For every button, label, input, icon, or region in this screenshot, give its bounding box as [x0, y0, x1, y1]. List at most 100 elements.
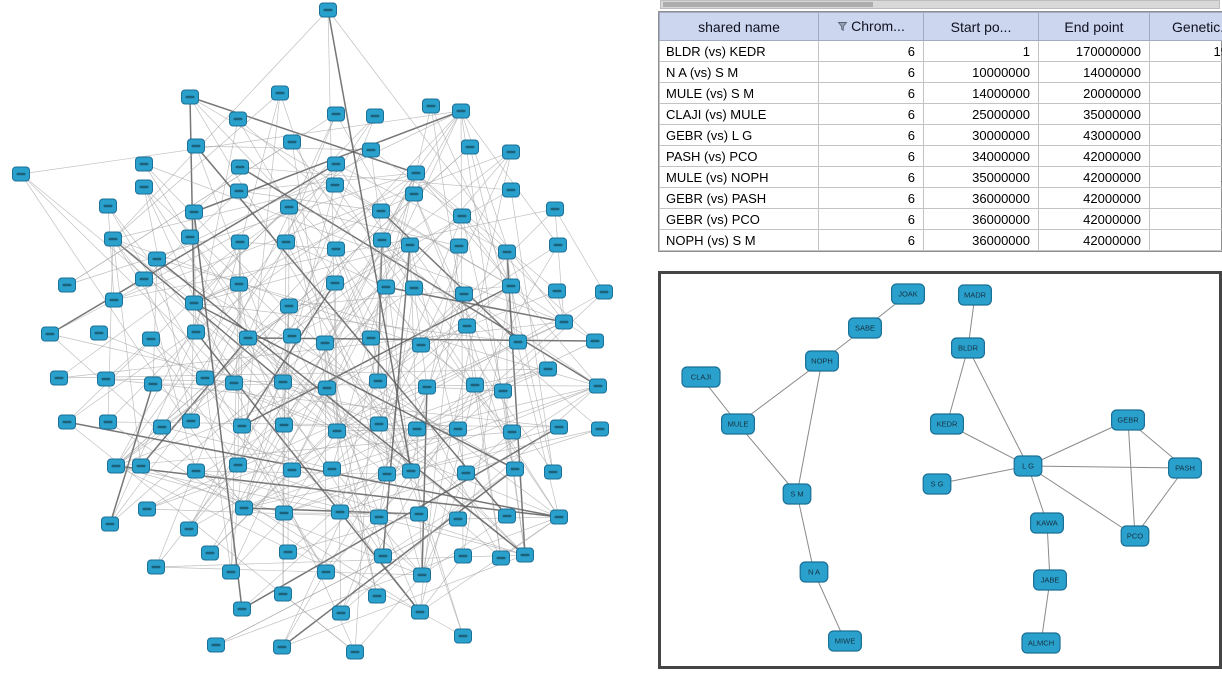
network-node[interactable] — [318, 565, 335, 579]
network-node[interactable] — [275, 375, 292, 389]
network-node[interactable] — [188, 139, 205, 153]
network-node[interactable] — [284, 329, 301, 343]
network-node[interactable] — [459, 319, 476, 333]
network-node[interactable] — [503, 279, 520, 293]
node-lg[interactable]: L G — [1014, 456, 1042, 476]
table-row[interactable]: CLAJI (vs) MULE625000000350000005.9 — [660, 104, 1222, 125]
network-node[interactable] — [59, 415, 76, 429]
network-node[interactable] — [363, 143, 380, 157]
network-node[interactable] — [100, 415, 117, 429]
network-node[interactable] — [154, 420, 171, 434]
network-node[interactable] — [234, 602, 251, 616]
network-node[interactable] — [102, 517, 119, 531]
node-claji[interactable]: CLAJI — [682, 367, 720, 387]
network-node[interactable] — [188, 464, 205, 478]
table-row[interactable]: GEBR (vs) PCO636000000420000008.4 — [660, 209, 1222, 230]
network-node[interactable] — [413, 338, 430, 352]
network-node[interactable] — [231, 277, 248, 291]
network-node[interactable] — [226, 376, 243, 390]
network-node[interactable] — [375, 549, 392, 563]
network-node[interactable] — [105, 232, 122, 246]
network-node[interactable] — [503, 145, 520, 159]
network-node[interactable] — [274, 640, 291, 654]
network-node[interactable] — [139, 502, 156, 516]
network-node[interactable] — [278, 235, 295, 249]
node-joak[interactable]: JOAK — [892, 284, 925, 304]
network-node[interactable] — [148, 560, 165, 574]
network-node[interactable] — [108, 459, 125, 473]
network-node[interactable] — [136, 180, 153, 194]
network-node[interactable] — [232, 160, 249, 174]
network-node[interactable] — [587, 334, 604, 348]
scrollbar-thumb[interactable] — [663, 2, 873, 7]
network-node[interactable] — [547, 202, 564, 216]
filter-icon[interactable] — [837, 19, 848, 35]
network-node[interactable] — [145, 377, 162, 391]
network-node[interactable] — [240, 331, 257, 345]
network-node[interactable] — [106, 293, 123, 307]
network-node[interactable] — [231, 184, 248, 198]
node-almch[interactable]: ALMCH — [1022, 633, 1060, 653]
table-row[interactable]: GEBR (vs) PASH636000000420000008.9 — [660, 188, 1222, 209]
node-miwe[interactable]: MIWE — [829, 631, 862, 651]
table-row[interactable]: PASH (vs) PCO6340000004200000011.4 — [660, 146, 1222, 167]
network-node[interactable] — [550, 238, 567, 252]
network-node[interactable] — [232, 235, 249, 249]
table-row[interactable]: GEBR (vs) L G6300000004300000016.9 — [660, 125, 1222, 146]
network-node[interactable] — [378, 280, 395, 294]
network-node[interactable] — [408, 166, 425, 180]
network-node[interactable] — [406, 281, 423, 295]
network-node[interactable] — [409, 422, 426, 436]
network-node[interactable] — [234, 419, 251, 433]
network-node[interactable] — [373, 204, 390, 218]
network-node[interactable] — [455, 549, 472, 563]
network-node[interactable] — [236, 501, 253, 515]
network-node[interactable] — [462, 140, 479, 154]
node-mule[interactable]: MULE — [722, 414, 755, 434]
network-node[interactable] — [379, 467, 396, 481]
horizontal-scrollbar[interactable] — [660, 0, 1220, 9]
network-node[interactable] — [317, 336, 334, 350]
network-node[interactable] — [276, 506, 293, 520]
network-node[interactable] — [493, 551, 510, 565]
network-node[interactable] — [182, 90, 199, 104]
network-node[interactable] — [281, 299, 298, 313]
column-header-shared-name[interactable]: shared name — [660, 13, 819, 41]
node-noph[interactable]: NOPH — [806, 351, 839, 371]
network-node[interactable] — [100, 199, 117, 213]
network-node[interactable] — [188, 325, 205, 339]
network-node[interactable] — [327, 178, 344, 192]
network-node[interactable] — [371, 417, 388, 431]
network-node[interactable] — [181, 522, 198, 536]
network-node[interactable] — [414, 568, 431, 582]
network-node[interactable] — [13, 167, 30, 181]
network-node[interactable] — [319, 381, 336, 395]
network-node[interactable] — [551, 510, 568, 524]
network-node[interactable] — [458, 466, 475, 480]
network-node[interactable] — [450, 422, 467, 436]
network-node[interactable] — [451, 239, 468, 253]
network-node[interactable] — [284, 135, 301, 149]
network-node[interactable] — [454, 209, 471, 223]
node-sabe[interactable]: SABE — [849, 318, 882, 338]
network-node[interactable] — [208, 638, 225, 652]
node-bldr[interactable]: BLDR — [952, 338, 985, 358]
network-node[interactable] — [230, 458, 247, 472]
network-node[interactable] — [374, 233, 391, 247]
network-node[interactable] — [183, 414, 200, 428]
network-node[interactable] — [186, 205, 203, 219]
network-node[interactable] — [275, 587, 292, 601]
network-node[interactable] — [402, 238, 419, 252]
network-node[interactable] — [328, 107, 345, 121]
network-node[interactable] — [419, 380, 436, 394]
network-node[interactable] — [517, 548, 534, 562]
network-node[interactable] — [503, 183, 520, 197]
column-header-start-po[interactable]: Start po... — [924, 13, 1039, 41]
network-node[interactable] — [332, 505, 349, 519]
node-na[interactable]: N A — [800, 562, 828, 582]
network-node[interactable] — [143, 332, 160, 346]
network-node[interactable] — [272, 86, 289, 100]
node-gebr[interactable]: GEBR — [1112, 410, 1145, 430]
network-node[interactable] — [590, 379, 607, 393]
table-row[interactable]: MULE (vs) S M614000000200000007.5 — [660, 83, 1222, 104]
